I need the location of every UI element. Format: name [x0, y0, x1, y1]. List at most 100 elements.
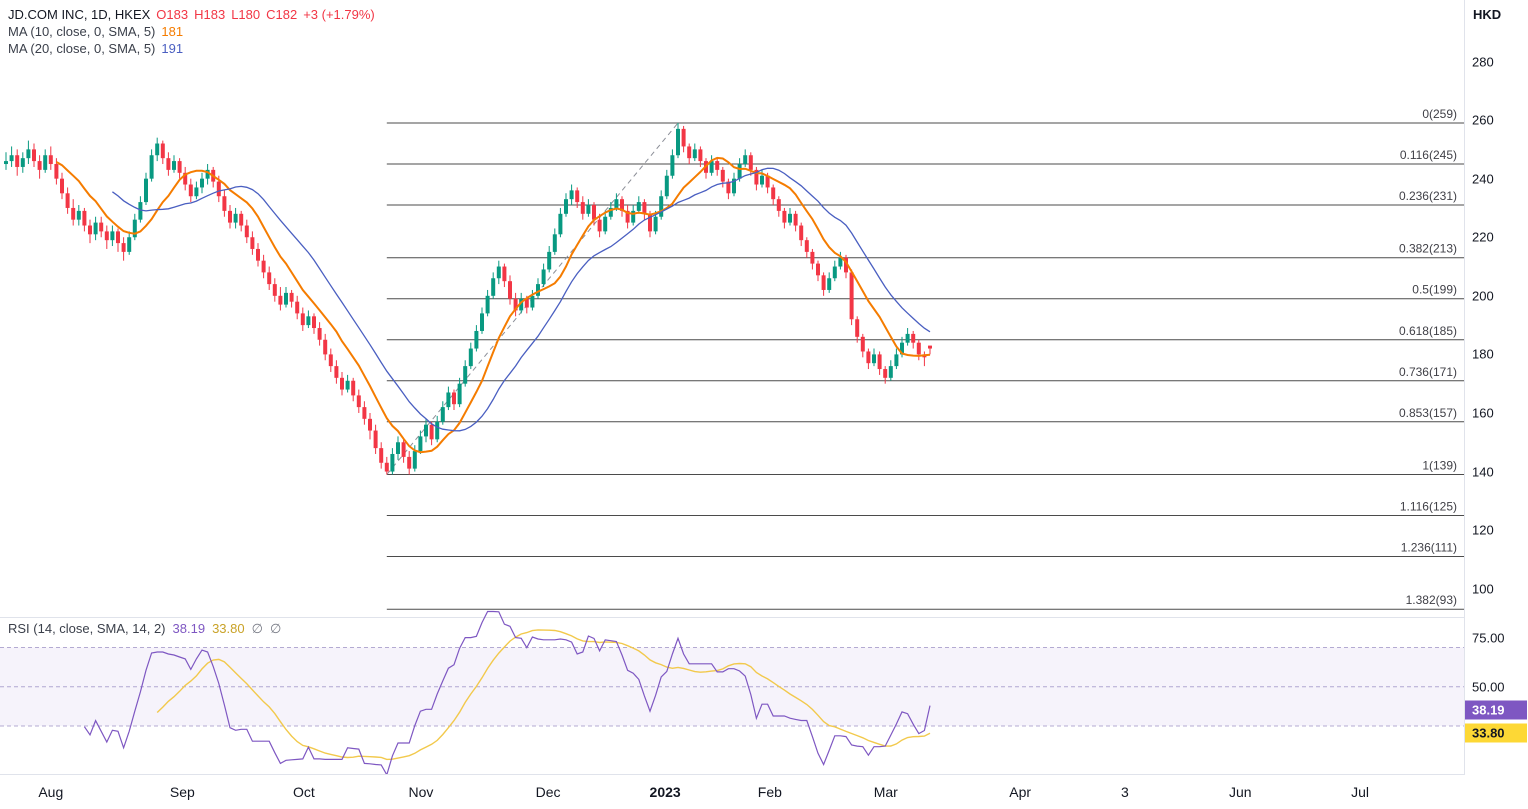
candle-body: [872, 354, 876, 364]
price-axis-label: 220: [1472, 229, 1494, 245]
candle-body: [60, 178, 64, 194]
candle-body: [317, 328, 322, 340]
time-axis[interactable]: Aug Sep Oct Nov Dec 2023 Feb Mar Apr 3 Jun Jul: [0, 774, 1465, 809]
candle-body: [681, 128, 686, 147]
candle-body: [149, 155, 154, 179]
candle-body: [754, 169, 759, 185]
candle-body: [894, 354, 899, 367]
rsi-value-badge: 33.80: [1465, 723, 1527, 743]
price-axis-label: 280: [1472, 54, 1494, 69]
candle-body: [43, 155, 48, 170]
candle-body: [799, 225, 804, 241]
time-axis-label: Apr: [1009, 784, 1032, 800]
fib-level-label: 1.116(125): [1400, 499, 1457, 513]
fib-level-label: 0.736(171): [1399, 365, 1457, 379]
time-axis-label: Aug: [38, 784, 64, 800]
candle-body: [888, 366, 893, 378]
candle-body: [524, 298, 529, 308]
candle-body: [698, 149, 703, 162]
candle-body: [93, 222, 98, 235]
candle-body: [429, 424, 434, 440]
chart-canvas[interactable]: 0(259) 0.116(245) 0.236(231) 0.382(213) 0.5(…: [0, 0, 1465, 775]
candle-body: [384, 462, 389, 472]
candle-body: [715, 161, 720, 170]
currency-label: HKD: [1473, 7, 1502, 22]
candle-body: [88, 225, 92, 235]
candle-body: [121, 243, 126, 252]
rsi-empty-2: ∅: [269, 621, 282, 636]
candle-body: [597, 219, 602, 232]
candle-body: [788, 213, 792, 223]
ma20-label: MA (20, close, 0, SMA, 5): [8, 41, 156, 56]
candle-body: [435, 421, 440, 440]
candle-body: [676, 128, 680, 156]
ma10-legend-row[interactable]: MA (10, close, 0, SMA, 5) 181: [8, 24, 375, 40]
candle-body: [496, 266, 501, 279]
candle-body: [776, 199, 781, 211]
time-axis-label: Oct: [293, 784, 315, 800]
candle-body: [720, 169, 725, 182]
fib-level-label: 0.618(185): [1399, 324, 1457, 338]
rsi-legend-row[interactable]: RSI (14, close, SMA, 14, 2) 38.19 33.80 …: [8, 621, 281, 637]
candle-body: [407, 456, 412, 469]
candle-body: [816, 263, 820, 276]
candle-body: [603, 216, 608, 232]
candle-body: [743, 155, 748, 165]
rsi-value-badge: 38.19: [1465, 700, 1527, 720]
price-axis-label: 120: [1472, 522, 1494, 538]
candle-body: [631, 210, 636, 223]
candle-body: [877, 354, 882, 370]
ohlc-close: C182: [266, 7, 298, 22]
candle-body: [810, 251, 815, 264]
candle-body: [765, 175, 770, 188]
symbol-legend-row[interactable]: JD.COM INC, 1D, HKEX O183 H183 L180 C182…: [8, 7, 375, 23]
candle-body: [648, 213, 652, 232]
candle-body: [541, 269, 546, 285]
candle-body: [592, 205, 596, 220]
candle-body: [519, 298, 524, 311]
candle-body: [418, 436, 423, 452]
candle-body: [138, 202, 143, 220]
ma10-label: MA (10, close, 0, SMA, 5): [8, 24, 156, 39]
candle-body: [586, 205, 591, 214]
candle-body: [390, 453, 395, 472]
candle-body: [474, 330, 479, 349]
candle-body: [328, 354, 333, 367]
ma20-line: [112, 167, 931, 432]
candle-body: [760, 175, 764, 185]
candle-body: [653, 216, 658, 232]
candle-body: [547, 251, 552, 270]
candle-body: [782, 210, 787, 223]
price-axis-label: 240: [1472, 171, 1494, 187]
candle-body: [412, 451, 417, 469]
price-axis-label: 260: [1472, 112, 1494, 128]
candle-body: [295, 301, 300, 314]
candle-body: [625, 210, 630, 223]
ma20-legend-row[interactable]: MA (20, close, 0, SMA, 5) 191: [8, 41, 375, 57]
rsi-axis-label: 75.00: [1472, 630, 1505, 646]
candle-body: [513, 298, 518, 311]
fib-level-label: 0.853(157): [1399, 406, 1457, 420]
candle-body: [144, 178, 148, 203]
fib-level-label: 1.236(111): [1401, 540, 1457, 554]
candle-body: [373, 430, 378, 449]
candle-body: [911, 333, 916, 343]
candle-body: [849, 272, 854, 320]
candle-body: [401, 442, 406, 457]
candle-body: [844, 257, 848, 273]
candle-body: [821, 275, 826, 290]
candle-body: [480, 313, 484, 331]
candle-body: [222, 196, 227, 211]
candle-body: [194, 187, 199, 197]
candle-body: [205, 169, 210, 179]
candle-body: [351, 380, 356, 396]
price-axis[interactable]: HKD 280 260 240 220 200 180 160 140 120 100 75.00 5…: [1464, 0, 1528, 809]
candle-body: [32, 149, 36, 162]
candle-body: [284, 292, 288, 305]
time-axis-label: Mar: [873, 784, 898, 800]
candle-body: [183, 172, 188, 185]
fib-retracement[interactable]: 0(259) 0.116(245) 0.236(231) 0.382(213) 0.5(…: [386, 107, 1465, 610]
candle-body: [4, 161, 8, 165]
candle-body: [132, 219, 137, 238]
